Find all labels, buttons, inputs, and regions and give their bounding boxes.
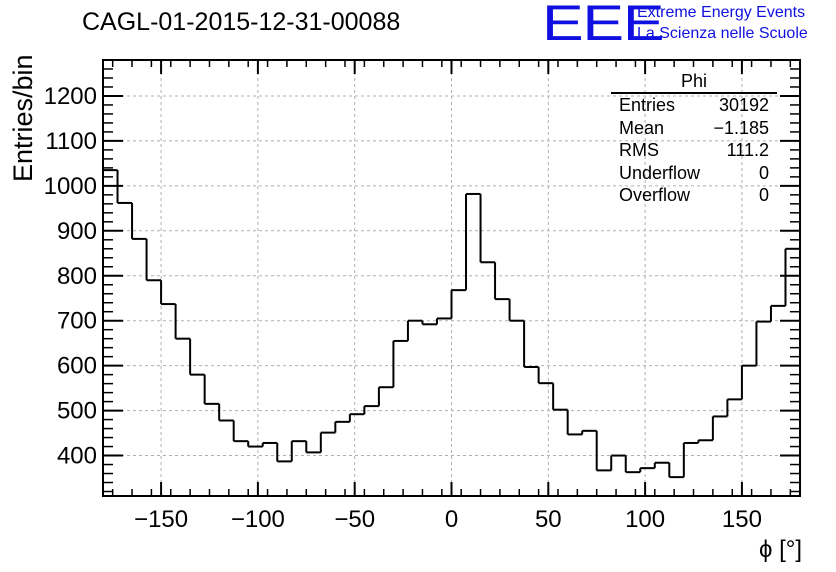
y-tick-label: 700 <box>57 308 97 335</box>
stats-value: 0 <box>758 185 769 205</box>
stats-name: Phi <box>611 70 777 94</box>
stats-label: Entries <box>619 95 676 115</box>
y-tick-label: 1200 <box>44 83 97 110</box>
stats-box: Phi Entries 30192 Mean −1.185 RMS 111.2 Und… <box>611 70 777 207</box>
x-tick-label: 0 <box>445 506 458 533</box>
stats-value: 0 <box>758 162 769 183</box>
stats-label: Mean <box>619 117 665 138</box>
stats-row-mean: Mean −1.185 <box>611 117 777 140</box>
x-axis-label: ϕ [°] <box>758 536 802 563</box>
stats-row-underflow: Underflow 0 <box>611 162 777 185</box>
y-axis-label: Entries/bin <box>8 54 38 182</box>
y-tick-label: 900 <box>57 218 97 245</box>
y-tick-label: 400 <box>57 443 97 470</box>
logo-line-1: Extreme Energy Events <box>637 4 806 21</box>
x-axis: −150 −100 −50 0 50 100 150 <box>111 60 792 533</box>
histogram-bars <box>103 77 801 479</box>
y-tick-label: 1100 <box>45 128 97 155</box>
y-axis: 400 500 600 700 800 900 1000 1100 1200 <box>44 68 800 493</box>
stats-label: Overflow <box>619 185 691 205</box>
y-tick-label: 1000 <box>44 173 97 200</box>
chart-title: CAGL-01-2015-12-31-00088 <box>82 8 401 36</box>
x-tick-label: −150 <box>134 506 188 533</box>
y-tick-label: 800 <box>57 263 97 290</box>
x-tick-label: −50 <box>334 506 375 533</box>
stats-value: −1.185 <box>713 117 769 138</box>
stats-value: 30192 <box>718 95 769 115</box>
eee-logo: EEE <box>542 0 665 51</box>
stats-value: 111.2 <box>726 140 769 160</box>
x-tick-label: 100 <box>625 506 665 533</box>
stats-label: Underflow <box>619 162 701 183</box>
y-tick-label: 500 <box>57 398 97 425</box>
stats-row-entries: Entries 30192 <box>611 94 777 117</box>
stats-label: RMS <box>619 140 659 160</box>
y-tick-label: 600 <box>57 353 97 380</box>
stats-row-overflow: Overflow 0 <box>611 184 777 207</box>
x-tick-label: 150 <box>722 506 762 533</box>
stats-row-rms: RMS 111.2 <box>611 139 777 162</box>
logo-line-2: La Scienza nelle Scuole <box>637 25 808 42</box>
grid-lines <box>103 60 800 496</box>
x-tick-label: 50 <box>535 506 562 533</box>
x-tick-label: −100 <box>231 506 285 533</box>
